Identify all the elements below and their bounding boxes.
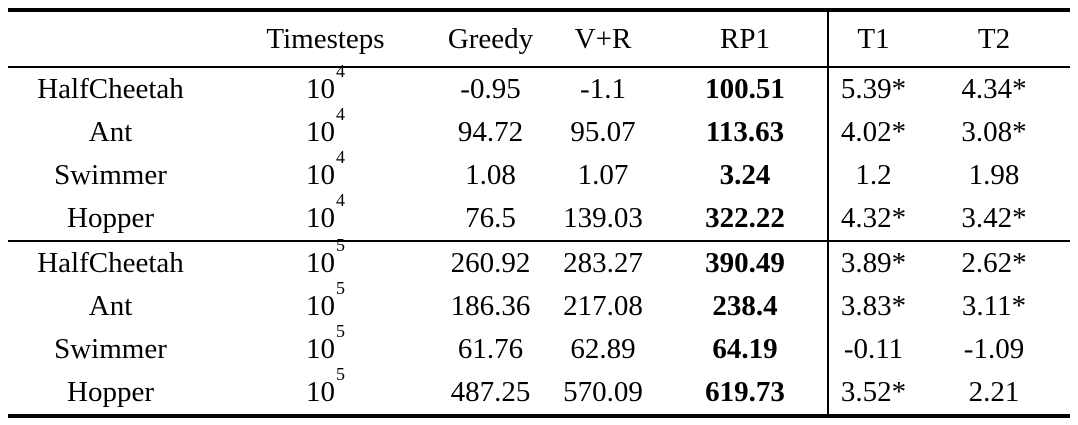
timesteps-cell: 104 <box>213 62 438 111</box>
env-cell: Hopper <box>8 197 213 242</box>
table-row: Hopper 105 487.25 570.09 619.73 3.52* 2.… <box>8 365 1070 416</box>
t2-cell: 1.98 <box>968 159 1020 191</box>
timesteps-exponent: 4 <box>336 104 345 125</box>
header-cell-greedy: Greedy <box>438 10 543 68</box>
table-row: Swimmer 104 1.08 1.07 3.24 1.2 1.98 <box>8 148 1070 197</box>
rp1-cell: 113.63 <box>705 116 785 148</box>
env-cell: Hopper <box>67 376 154 408</box>
vr-cell: 570.09 <box>563 376 643 408</box>
t1-cell: 3.83* <box>827 285 918 328</box>
env-cell: Swimmer <box>54 333 167 365</box>
greedy-cell: -0.95 <box>460 73 521 105</box>
timesteps-exponent: 5 <box>336 364 345 385</box>
header-row: Timesteps Greedy V+R RP1 T1 T2 <box>8 10 1070 68</box>
vr-cell: 62.89 <box>570 333 636 365</box>
timesteps-base: 10 <box>306 202 335 234</box>
env-cell: Ant <box>88 116 133 148</box>
greedy-cell: 487.25 <box>450 376 531 408</box>
t1-cell: -0.11 <box>827 328 918 371</box>
timesteps-exponent: 4 <box>336 147 345 168</box>
t1-cell: 5.39* <box>827 67 918 111</box>
vr-cell: 95.07 <box>570 116 636 148</box>
table-row: HalfCheetah 105 260.92 283.27 390.49 3.8… <box>8 236 1070 285</box>
greedy-cell: 186.36 <box>450 290 531 322</box>
vr-cell: 217.08 <box>563 290 643 322</box>
t2-cell: 3.08* <box>961 116 1027 148</box>
header-cell-t1: T1 <box>827 10 918 68</box>
timesteps-base: 10 <box>306 159 335 191</box>
table-row: Hopper 104 76.5 139.03 322.22 4.32* 3.42… <box>8 191 1070 242</box>
timesteps-cell: 104 <box>213 148 438 197</box>
timesteps-exponent: 4 <box>336 61 345 82</box>
t2-cell: -1.09 <box>963 333 1025 365</box>
vr-cell: -1.1 <box>580 73 626 105</box>
t1-cell: 3.89* <box>827 241 918 285</box>
greedy-cell: 1.08 <box>465 159 516 191</box>
timesteps-cell: 104 <box>213 191 438 242</box>
rp1-cell: 100.51 <box>705 73 785 105</box>
table-block-timesteps-1e5: HalfCheetah 105 260.92 283.27 390.49 3.8… <box>8 236 1070 416</box>
rp1-cell: 619.73 <box>705 376 785 408</box>
vr-cell: 139.03 <box>543 197 663 242</box>
results-table: Timesteps Greedy V+R RP1 T1 T2 HalfCheet… <box>8 8 1070 418</box>
timesteps-exponent: 4 <box>336 190 345 211</box>
timesteps-base: 10 <box>306 116 335 148</box>
table-row: Ant 104 94.72 95.07 113.63 4.02* 3.08* <box>8 105 1070 154</box>
timesteps-cell: 105 <box>213 322 438 371</box>
vr-cell: 283.27 <box>563 247 643 279</box>
header-cell-vr: V+R <box>543 10 663 68</box>
env-cell: Ant <box>88 290 133 322</box>
table-block-timesteps-1e4: HalfCheetah 104 -0.95 -1.1 100.51 5.39* … <box>8 62 1070 242</box>
t2-cell: 4.34* <box>961 73 1027 105</box>
env-cell: HalfCheetah <box>37 247 184 279</box>
header-cell-rp1: RP1 <box>663 10 828 68</box>
env-cell: HalfCheetah <box>37 73 184 105</box>
timesteps-base: 10 <box>306 247 335 279</box>
t2-cell: 2.21 <box>968 376 1020 408</box>
env-cell: Swimmer <box>54 159 167 191</box>
timesteps-base: 10 <box>306 333 335 365</box>
timesteps-cell: 104 <box>213 105 438 154</box>
header-cell-timesteps: Timesteps <box>213 10 438 68</box>
t1-cell: 3.52* <box>827 371 918 416</box>
greedy-cell: 260.92 <box>450 247 531 279</box>
header-cell-env <box>8 10 213 68</box>
rp1-cell: 64.19 <box>712 333 778 365</box>
vr-cell: 1.07 <box>577 159 629 191</box>
t2-cell: 3.11* <box>961 290 1027 322</box>
rp1-cell: 238.4 <box>712 290 778 322</box>
timesteps-cell: 105 <box>213 365 438 416</box>
rp1-cell: 390.49 <box>705 247 785 279</box>
t1-cell: 4.02* <box>827 111 918 154</box>
timesteps-cell: 105 <box>213 236 438 285</box>
timesteps-exponent: 5 <box>336 321 345 342</box>
greedy-cell: 94.72 <box>457 116 524 148</box>
t1-cell: 1.2 <box>827 154 918 197</box>
t1-cell: 4.32* <box>827 197 918 242</box>
rp1-cell: 3.24 <box>719 159 771 191</box>
timesteps-base: 10 <box>306 376 335 408</box>
timesteps-cell: 105 <box>213 279 438 328</box>
timesteps-exponent: 5 <box>336 235 345 256</box>
table-row: Swimmer 105 61.76 62.89 64.19 -0.11 -1.0… <box>8 322 1070 371</box>
timesteps-base: 10 <box>306 290 335 322</box>
timesteps-exponent: 5 <box>336 278 345 299</box>
t2-cell: 3.42* <box>918 197 1070 242</box>
header-cell-t2: T2 <box>918 10 1070 68</box>
table-row: Ant 105 186.36 217.08 238.4 3.83* 3.11* <box>8 279 1070 328</box>
table-header: Timesteps Greedy V+R RP1 T1 T2 <box>8 10 1070 68</box>
timesteps-base: 10 <box>306 73 335 105</box>
t2-cell: 2.62* <box>961 247 1027 279</box>
rp1-cell: 322.22 <box>663 197 828 242</box>
greedy-cell: 76.5 <box>438 197 543 242</box>
greedy-cell: 61.76 <box>457 333 524 365</box>
table-row: HalfCheetah 104 -0.95 -1.1 100.51 5.39* … <box>8 62 1070 111</box>
